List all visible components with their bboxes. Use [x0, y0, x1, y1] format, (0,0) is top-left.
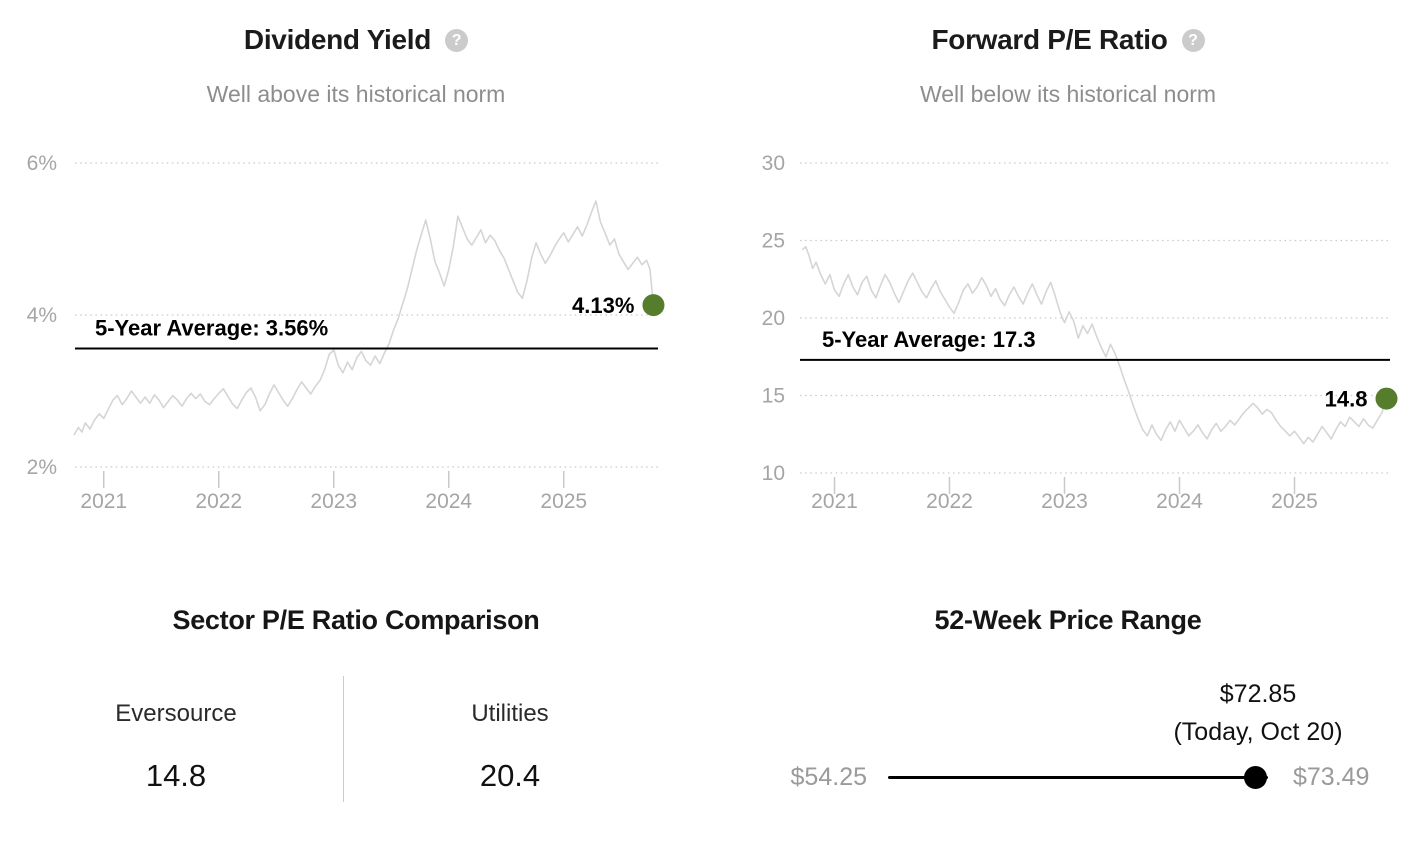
y-axis-tick-label: 15: [762, 385, 785, 408]
series-line: [73, 200, 655, 436]
series-line: [801, 245, 1388, 445]
help-icon[interactable]: ?: [445, 28, 469, 52]
help-icon[interactable]: ?: [1181, 28, 1205, 52]
x-axis-tick-label: 2025: [540, 490, 587, 513]
forward-pe-header: Forward P/E Ratio ?: [712, 24, 1424, 56]
dividend-yield-subtitle: Well above its historical norm: [206, 81, 506, 107]
x-axis-tick-label: 2025: [1271, 490, 1318, 513]
y-axis-tick-label: 6%: [27, 152, 57, 175]
price-range-current-date: (Today, Oct 20): [1173, 718, 1343, 746]
current-value-dot: [1375, 387, 1398, 410]
price-range-title: 52-Week Price Range: [934, 605, 1202, 635]
dividend-yield-title: Dividend Yield: [243, 24, 432, 55]
y-axis-tick-label: 2%: [27, 456, 57, 479]
dividend-yield-chart: 2% 4% 6% 2021 2022 2023 2024 2025 5-Year Average…: [27, 152, 665, 513]
divider: [343, 676, 344, 802]
y-axis-tick-label: 4%: [27, 304, 57, 327]
x-axis-tick-label: 2021: [80, 490, 127, 513]
x-axis-tick-label: 2023: [310, 490, 357, 513]
y-axis-tick-label: 25: [762, 230, 785, 253]
dividend-yield-header: Dividend Yield ?: [0, 24, 712, 56]
y-axis-tick-label: 20: [762, 307, 785, 330]
forward-pe-title: Forward P/E Ratio: [931, 24, 1168, 55]
average-line-label: 5-Year Average: 17.3: [822, 327, 1036, 352]
sector-item-label: Eversource: [115, 700, 237, 727]
current-value-label: 14.8: [1325, 387, 1368, 412]
average-line-label: 5-Year Average: 3.56%: [95, 315, 328, 340]
x-axis-tick-label: 2022: [926, 490, 973, 513]
x-axis-tick-label: 2024: [425, 490, 472, 513]
y-axis-tick-label: 30: [762, 152, 785, 175]
sector-item-value: 20.4: [479, 758, 541, 793]
price-range-track: [888, 776, 1268, 779]
x-axis-tick-label: 2022: [195, 490, 242, 513]
price-range-current-value: $72.85: [1219, 680, 1297, 708]
current-value-label: 4.13%: [572, 293, 634, 318]
x-axis-tick-label: 2023: [1041, 490, 1088, 513]
y-axis-tick-label: 10: [762, 462, 785, 485]
sector-item-eversource: Eversource 14.8: [56, 700, 296, 794]
sector-item-value: 14.8: [145, 758, 207, 793]
price-range-marker-dot: [1243, 766, 1267, 789]
x-axis-tick-label: 2021: [811, 490, 858, 513]
forward-pe-subtitle: Well below its historical norm: [919, 81, 1217, 107]
x-axis-tick-label: 2024: [1156, 490, 1203, 513]
sector-item-utilities: Utilities 20.4: [390, 700, 630, 794]
price-range-high-label: $73.49: [1293, 763, 1370, 791]
current-value-dot: [642, 294, 665, 317]
price-range-low-label: $54.25: [790, 763, 867, 791]
sector-item-label: Utilities: [471, 700, 549, 727]
sector-comparison-title: Sector P/E Ratio Comparison: [172, 605, 540, 635]
